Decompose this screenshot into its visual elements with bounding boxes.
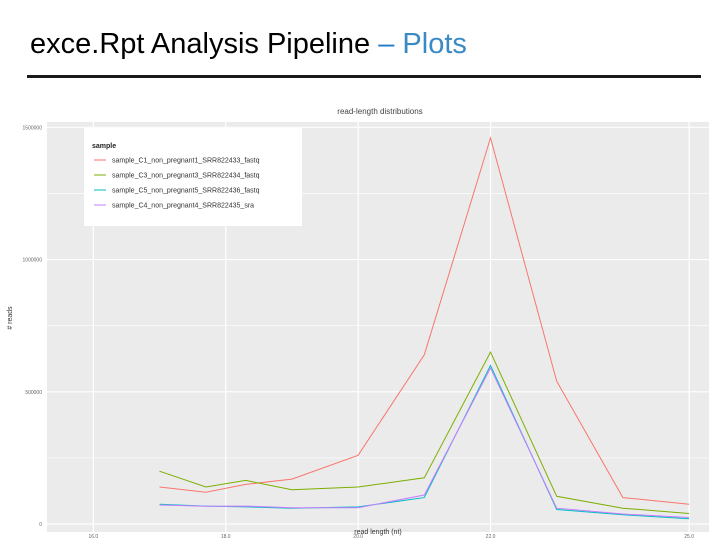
x-tick-label: 22.0 <box>486 534 496 540</box>
x-tick-label: 18.0 <box>221 534 231 540</box>
x-tick-label: 25.0 <box>684 534 694 540</box>
x-tick-label: 20.0 <box>353 534 363 540</box>
series-lines <box>159 136 690 520</box>
slide-title-dash: – <box>378 28 395 60</box>
legend-title: sample <box>92 143 116 150</box>
title-underline <box>27 75 701 78</box>
legend-label: sample_C3_non_pregnant3_SRR822434_fastq <box>112 173 260 180</box>
series-line-4 <box>159 366 690 518</box>
legend-label: sample_C1_non_pregnant1_SRR822433_fastq <box>112 158 260 165</box>
legend-label: sample_C4_non_pregnant4_SRR822435_sra <box>112 203 254 210</box>
legend-box <box>84 128 302 226</box>
slide-title-accent: Plots <box>402 28 467 60</box>
series-line-1 <box>159 136 690 505</box>
series-line-2 <box>159 350 690 514</box>
plot-gridlines <box>47 122 709 532</box>
y-tick-label: 1500000 <box>23 125 43 131</box>
slide-title-main: exce.Rpt Analysis Pipeline <box>30 28 371 60</box>
legend-label: sample_C5_non_pregnant5_SRR822436_fastq <box>112 188 260 195</box>
y-axis-label: # reads <box>7 306 14 330</box>
y-axis-ticks: 0 500000 1000000 1500000 <box>23 125 43 528</box>
legend: sample sample_C1_non_pregnant1_SRR822433… <box>84 128 302 226</box>
y-tick-label: 1000000 <box>23 258 43 264</box>
y-tick-label: 0 <box>39 522 42 528</box>
x-tick-label: 16.0 <box>88 534 98 540</box>
legend-items: sample_C1_non_pregnant1_SRR822433_fastqs… <box>94 158 260 210</box>
slide-title: exce.Rpt Analysis Pipeline – Plots <box>30 28 467 61</box>
chart-title: read-length distributions <box>337 107 422 116</box>
read-length-chart: read-length distributions 0 500000 1000000… <box>0 100 720 540</box>
x-axis-ticks: 16.0 18.0 20.0 22.0 25.0 <box>88 534 694 540</box>
y-tick-label: 500000 <box>25 390 42 396</box>
x-axis-label: read length (nt) <box>354 529 401 536</box>
